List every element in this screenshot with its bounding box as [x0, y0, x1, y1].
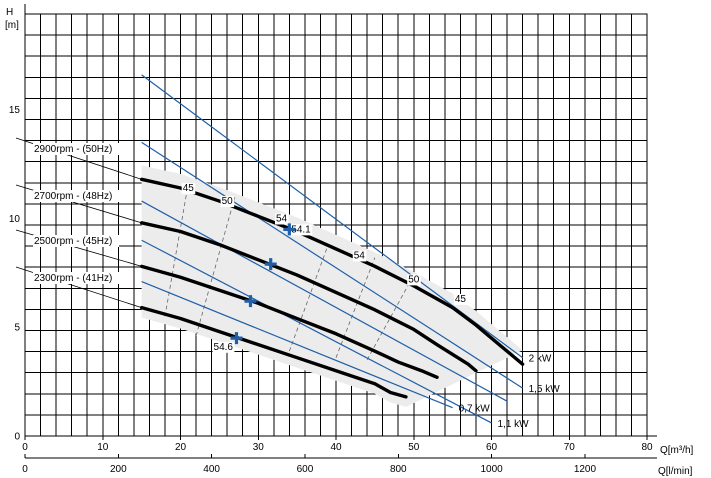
power-line-label: 2 kW — [529, 354, 552, 365]
efficiency-label: 54.1 — [291, 224, 311, 235]
efficiency-label-bg — [453, 293, 468, 305]
efficiency-dashed-lines — [164, 183, 415, 361]
secondary-x-tick-label: 1000 — [480, 464, 503, 475]
secondary-x-tick-label: 0 — [22, 464, 28, 475]
pump-curve — [139, 221, 478, 373]
y-tick-label: 10 — [9, 214, 21, 225]
x-axis-primary-label: Q[m³/h] — [660, 445, 694, 456]
secondary-x-tick-label: 800 — [390, 464, 407, 475]
x-tick-label: 20 — [175, 442, 187, 453]
x-axis-secondary-label: Q[l/min] — [658, 466, 693, 477]
efficiency-isoline — [195, 196, 236, 337]
axes — [24, 4, 657, 459]
x-tick-label: 30 — [253, 442, 265, 453]
series-label-bg — [33, 272, 119, 284]
x-tick-label: 10 — [97, 442, 109, 453]
y-axis-unit: [m] — [5, 20, 19, 31]
efficiency-label: 50 — [222, 196, 234, 207]
operating-region — [141, 165, 523, 407]
x-tick-label: 40 — [330, 442, 342, 453]
efficiency-isoline — [335, 257, 376, 358]
y-tick-label: 5 — [14, 323, 20, 334]
y-tick-label: 0 — [14, 432, 20, 443]
series-label: 2700rpm - (48Hz) — [34, 191, 112, 202]
efficiency-label: 45 — [455, 294, 467, 305]
series-label-bg — [33, 190, 119, 202]
bep-marker — [264, 258, 277, 271]
secondary-x-tick-label: 1200 — [574, 464, 597, 475]
efficiency-label-bg — [212, 341, 235, 353]
efficiency-label: 54 — [276, 213, 288, 224]
bep-marker — [283, 223, 296, 236]
power-line-label: 1,5 kW — [529, 384, 561, 395]
efficiency-label: 54 — [354, 250, 366, 261]
secondary-x-tick-label: 600 — [297, 464, 314, 475]
efficiency-region — [141, 165, 523, 407]
x-tick-label: 80 — [641, 442, 653, 453]
efficiency-isoline — [164, 183, 189, 317]
power-line — [141, 239, 492, 424]
series-label: 2300rpm - (41Hz) — [34, 273, 112, 284]
efficiency-isoline — [366, 274, 415, 361]
y-tick-label: 15 — [9, 105, 21, 116]
efficiency-label-bg — [290, 224, 313, 236]
efficiency-label-bg — [407, 274, 421, 286]
series-label: 2500rpm - (45Hz) — [34, 236, 112, 247]
bep-marker — [230, 332, 243, 345]
efficiency-label-bg — [352, 250, 367, 262]
efficiency-label-bg — [220, 196, 235, 208]
x-tick-label: 0 — [22, 442, 28, 453]
power-line-label: 1,1 kW — [498, 419, 530, 430]
efficiency-isoline — [288, 244, 329, 352]
power-lines — [141, 74, 523, 424]
efficiency-label-bg — [181, 183, 196, 195]
x-tick-label: 50 — [408, 442, 420, 453]
series-label-bg — [33, 143, 119, 155]
efficiency-label-bg — [275, 213, 289, 225]
efficiency-label: 54.6 — [214, 342, 234, 353]
series-label: 2900rpm - (50Hz) — [34, 144, 112, 155]
y-axis-title: H — [6, 7, 13, 18]
power-line — [141, 281, 453, 409]
power-line-label: 0,7 kW — [459, 404, 491, 415]
efficiency-label: 45 — [183, 183, 195, 194]
power-line — [141, 200, 508, 402]
pump-curve — [139, 264, 439, 379]
x-tick-label: 70 — [564, 442, 576, 453]
bep-marker — [244, 295, 257, 308]
secondary-x-tick-label: 200 — [110, 464, 127, 475]
power-line — [141, 141, 523, 389]
series-label-bg — [33, 235, 119, 247]
x-tick-label: 60 — [486, 442, 498, 453]
secondary-x-tick-label: 400 — [203, 464, 220, 475]
efficiency-label: 50 — [408, 274, 420, 285]
pump-curve — [139, 305, 408, 399]
